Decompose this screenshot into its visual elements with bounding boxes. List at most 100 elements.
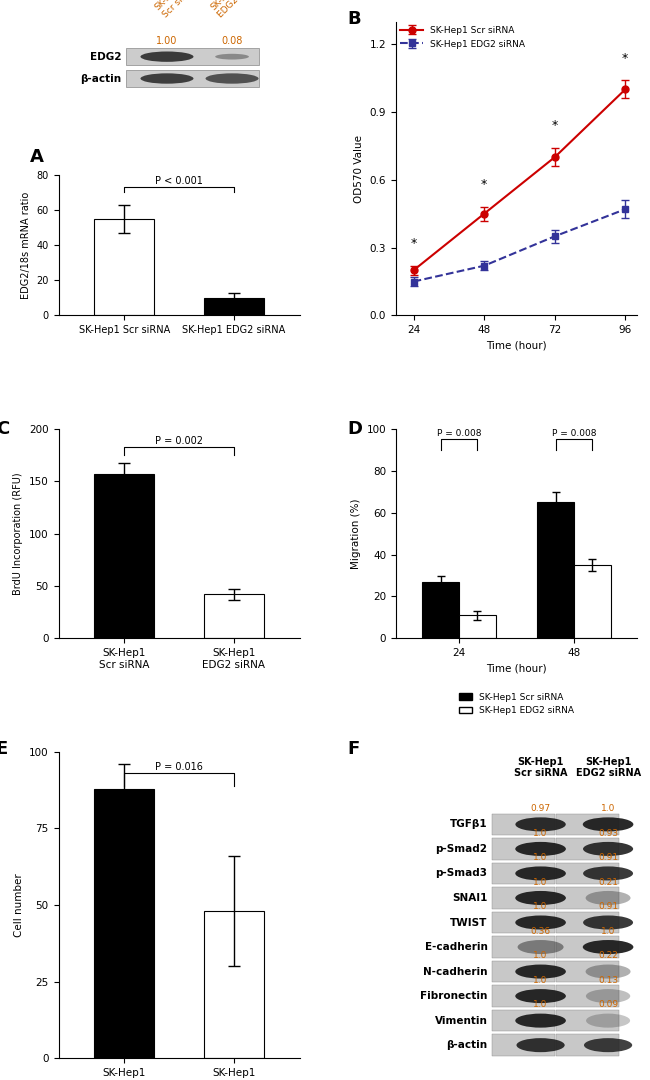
Text: E-cadherin: E-cadherin (424, 942, 488, 953)
Text: EDG2: EDG2 (90, 52, 121, 62)
Ellipse shape (586, 964, 630, 978)
Text: 1.0: 1.0 (534, 853, 548, 862)
FancyBboxPatch shape (493, 838, 555, 860)
FancyBboxPatch shape (493, 912, 555, 933)
Ellipse shape (515, 842, 566, 856)
Text: N-cadherin: N-cadherin (423, 967, 488, 976)
Text: Fibronectin: Fibronectin (420, 991, 488, 1001)
Ellipse shape (515, 964, 566, 978)
Text: F: F (348, 740, 360, 757)
FancyBboxPatch shape (556, 961, 619, 983)
Ellipse shape (515, 916, 566, 930)
Ellipse shape (140, 73, 194, 83)
FancyBboxPatch shape (556, 838, 619, 860)
Text: β-actin: β-actin (80, 73, 121, 83)
Y-axis label: Cell number: Cell number (14, 874, 23, 937)
FancyBboxPatch shape (556, 1035, 619, 1056)
Text: D: D (348, 420, 363, 438)
Ellipse shape (515, 1014, 566, 1028)
Text: A: A (30, 148, 44, 166)
Y-axis label: BrdU Incorporation (RFU): BrdU Incorporation (RFU) (14, 472, 23, 595)
Ellipse shape (583, 940, 633, 954)
FancyBboxPatch shape (493, 863, 555, 885)
Text: 1.0: 1.0 (534, 902, 548, 912)
FancyBboxPatch shape (556, 985, 619, 1007)
FancyBboxPatch shape (493, 1035, 555, 1056)
Text: *: * (552, 120, 558, 133)
Text: 1.0: 1.0 (601, 927, 616, 935)
Text: 0.08: 0.08 (222, 37, 242, 46)
Text: P = 0.008: P = 0.008 (552, 429, 596, 438)
Ellipse shape (140, 52, 194, 62)
Ellipse shape (215, 54, 249, 59)
Text: 1.0: 1.0 (534, 951, 548, 960)
Text: SK-Hep1
Scr siRNA: SK-Hep1 Scr siRNA (514, 757, 567, 779)
Text: *: * (481, 178, 488, 191)
Text: 0.91: 0.91 (598, 902, 618, 912)
Bar (203, 912, 264, 1058)
Text: β-actin: β-actin (447, 1040, 488, 1050)
Ellipse shape (586, 1014, 630, 1028)
Text: *: * (410, 237, 417, 249)
Text: 0.91: 0.91 (598, 853, 618, 862)
Ellipse shape (515, 891, 566, 905)
Text: P < 0.001: P < 0.001 (155, 176, 203, 187)
Bar (537, 502, 574, 638)
Ellipse shape (583, 842, 633, 856)
Bar (203, 594, 264, 638)
Text: 1.0: 1.0 (534, 878, 548, 887)
Bar (94, 474, 154, 638)
Text: C: C (0, 420, 9, 438)
Ellipse shape (583, 818, 633, 832)
Text: p-Smad3: p-Smad3 (436, 868, 488, 878)
FancyBboxPatch shape (556, 887, 619, 908)
Ellipse shape (586, 989, 630, 1003)
Bar (459, 616, 496, 638)
FancyBboxPatch shape (556, 863, 619, 885)
FancyBboxPatch shape (493, 936, 555, 958)
Ellipse shape (515, 866, 566, 880)
Legend: SK-Hep1 Scr siRNA, SK-Hep1 EDG2 siRNA: SK-Hep1 Scr siRNA, SK-Hep1 EDG2 siRNA (400, 26, 525, 49)
Legend: SK-Hep1 Scr siRNA, SK-Hep1 EDG2 siRNA: SK-Hep1 Scr siRNA, SK-Hep1 EDG2 siRNA (455, 689, 578, 718)
Text: E: E (0, 740, 8, 757)
Ellipse shape (517, 940, 564, 954)
FancyBboxPatch shape (556, 813, 619, 835)
Text: 0.13: 0.13 (598, 976, 618, 985)
Text: 1.0: 1.0 (534, 1000, 548, 1010)
FancyBboxPatch shape (556, 1010, 619, 1031)
Text: SK-Hep1
EDG2 siRNA: SK-Hep1 EDG2 siRNA (575, 757, 641, 779)
FancyBboxPatch shape (493, 985, 555, 1007)
Bar (422, 582, 459, 638)
FancyBboxPatch shape (493, 961, 555, 983)
Y-axis label: EDG2/18s mRNA ratio: EDG2/18s mRNA ratio (21, 191, 31, 299)
FancyBboxPatch shape (493, 813, 555, 835)
Ellipse shape (515, 989, 566, 1003)
X-axis label: Time (hour): Time (hour) (486, 663, 547, 674)
FancyBboxPatch shape (493, 1010, 555, 1031)
Y-axis label: Migration (%): Migration (%) (351, 498, 361, 569)
Ellipse shape (517, 1038, 565, 1052)
Text: 0.22: 0.22 (598, 951, 618, 960)
Text: B: B (348, 10, 361, 28)
Text: 1.00: 1.00 (156, 37, 177, 46)
Text: TWIST: TWIST (450, 918, 488, 928)
Ellipse shape (586, 891, 630, 905)
FancyBboxPatch shape (493, 887, 555, 908)
Text: 0.36: 0.36 (530, 927, 551, 935)
Text: SNAI1: SNAI1 (452, 893, 488, 903)
Bar (94, 219, 154, 315)
Ellipse shape (584, 1038, 632, 1052)
Text: SK-Hep1
Scr siRNA: SK-Hep1 Scr siRNA (153, 0, 198, 19)
X-axis label: Time (hour): Time (hour) (486, 340, 547, 351)
Ellipse shape (515, 818, 566, 832)
FancyBboxPatch shape (126, 48, 259, 65)
Text: 0.09: 0.09 (598, 1000, 618, 1010)
Text: 0.97: 0.97 (530, 805, 551, 813)
Text: p-Smad2: p-Smad2 (436, 843, 488, 854)
Text: P = 0.016: P = 0.016 (155, 761, 203, 772)
Text: 1.0: 1.0 (601, 805, 616, 813)
Text: P = 0.008: P = 0.008 (437, 429, 482, 438)
Bar (94, 788, 154, 1058)
FancyBboxPatch shape (556, 936, 619, 958)
Bar (203, 298, 264, 315)
